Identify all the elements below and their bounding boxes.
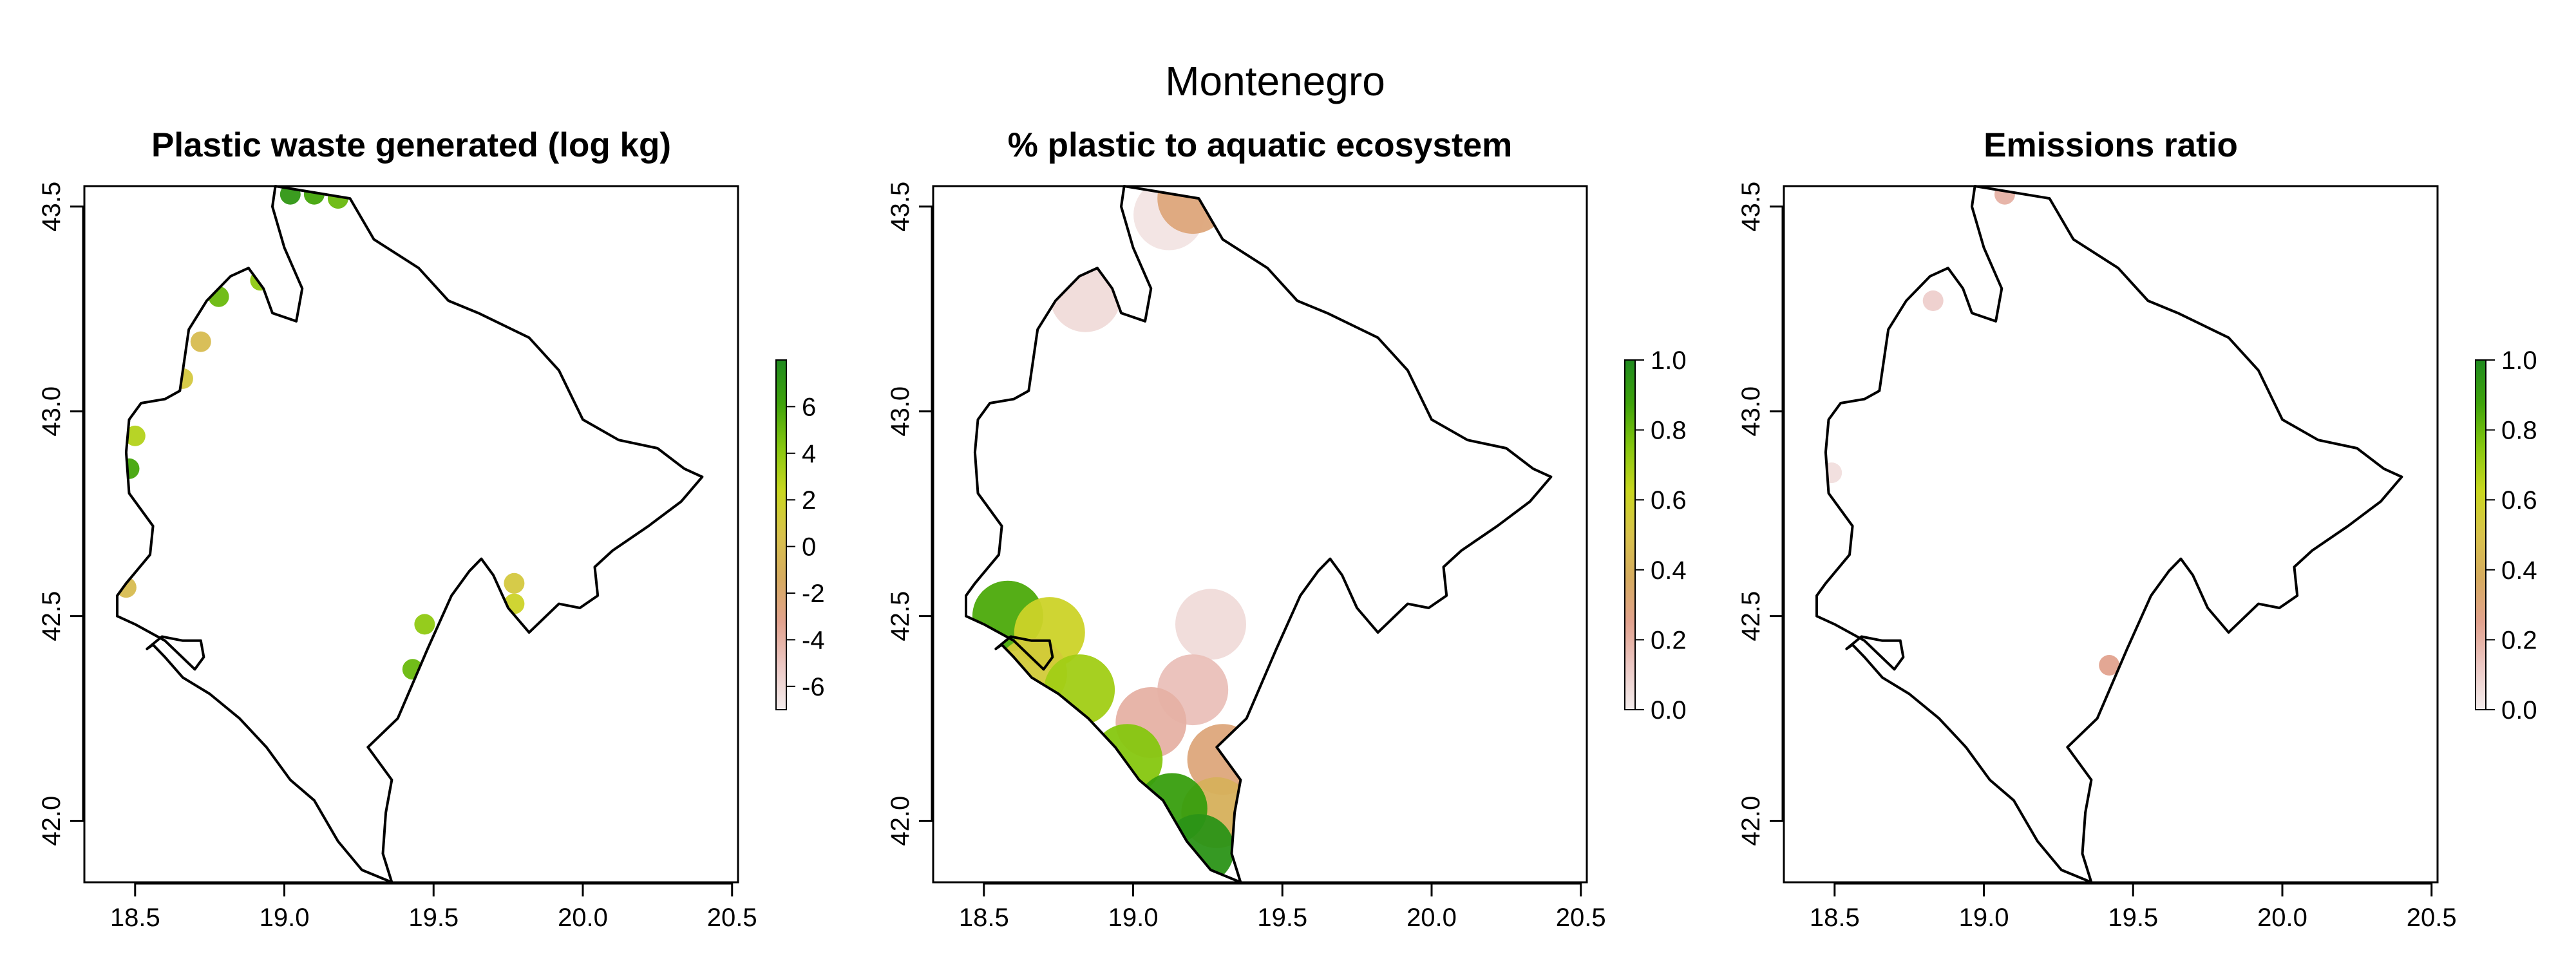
- raster-cell-9: [124, 425, 146, 446]
- raster-cell-11: [414, 614, 435, 635]
- y-tick-label: 42.0: [37, 796, 66, 846]
- plot-frame: [932, 185, 1588, 884]
- panel-title: Plastic waste generated (log kg): [151, 126, 671, 164]
- raster-cell-4: [1821, 462, 1842, 484]
- colorbar-tick-label: 0: [802, 533, 816, 562]
- panels: Plastic waste generated (log kg) 18.5 19.0…: [37, 126, 2537, 932]
- x-tick-label: 18.5: [110, 904, 160, 932]
- y-tick-label: 43.0: [886, 386, 914, 437]
- panel-title: Emissions ratio: [1984, 126, 2238, 164]
- raster-cells: [1821, 186, 2120, 676]
- colorbar-tick-label: 0.8: [1651, 417, 1687, 445]
- colorbar-tick-label: 0.2: [1651, 626, 1687, 654]
- colorbar-tick-label: 0.2: [2501, 626, 2537, 654]
- country-border: [965, 185, 1553, 884]
- colorbar-tick-label: 4: [802, 440, 816, 468]
- colorbar-tick-label: 0.4: [2501, 556, 2537, 585]
- colorbar-tick-label: 0.0: [2501, 696, 2537, 724]
- y-tick-label: 43.0: [1737, 386, 1765, 437]
- x-tick-label: 19.0: [1108, 904, 1159, 932]
- y-tick-label: 42.0: [1737, 796, 1765, 846]
- x-tick-label: 20.0: [1406, 904, 1457, 932]
- x-tick-label: 20.0: [558, 904, 608, 932]
- plot-frame: [1783, 185, 2439, 884]
- map-panel-2: % plastic to aquatic ecosystem 18.5 19.0 19…: [886, 126, 1687, 932]
- colorbar-tick-label: 0.8: [2501, 417, 2537, 445]
- colorbar-tick-label: 0.6: [1651, 486, 1687, 515]
- raster-cell-6: [190, 331, 211, 352]
- y-tick-label: 42.5: [1737, 591, 1765, 641]
- colorbar-tick-label: 0.6: [2501, 486, 2537, 515]
- colorbar-tick-label: 1.0: [2501, 346, 2537, 375]
- map-panel-1: Plastic waste generated (log kg) 18.5 19.0…: [37, 126, 825, 932]
- raster-cell-14: [504, 573, 525, 594]
- colorbar-ramp: [775, 359, 787, 710]
- x-tick-label: 19.5: [408, 904, 459, 932]
- colorbar-tick-label: 0.0: [1651, 696, 1687, 724]
- x-tick-label: 20.5: [2407, 904, 2457, 932]
- raster-cells: [972, 186, 1258, 882]
- x-tick-label: 19.0: [260, 904, 310, 932]
- x-tick-label: 18.5: [1810, 904, 1860, 932]
- colorbar-tick-label: -6: [802, 673, 825, 701]
- colorbar-tick-label: -2: [802, 580, 825, 608]
- y-tick-label: 42.0: [886, 796, 914, 846]
- colorbar-tick-label: 0.4: [1651, 556, 1687, 585]
- country-border: [1815, 185, 2403, 884]
- figure-title: Montenegro: [1165, 58, 1385, 104]
- colorbar-tick-label: -4: [802, 626, 825, 654]
- y-tick-label: 43.5: [886, 182, 914, 232]
- colorbar: 0.0 0.2 0.4 0.6 0.8 1.0: [2475, 346, 2537, 724]
- plot-frame: [83, 185, 739, 884]
- y-tick-label: 42.5: [37, 591, 66, 641]
- colorbar-tick-label: 6: [802, 393, 816, 421]
- x-tick-label: 19.5: [1257, 904, 1307, 932]
- x-tick-label: 19.0: [1959, 904, 2009, 932]
- map-panel-3: Emissions ratio 18.5 19.0 19.5 20.0 20.5 42.0 4…: [1737, 126, 2537, 932]
- raster-cells: [117, 186, 525, 680]
- colorbar-ramp: [1624, 359, 1636, 710]
- raster-cell-4: [1175, 589, 1246, 660]
- country-border: [116, 185, 704, 884]
- panel-title: % plastic to aquatic ecosystem: [1008, 126, 1513, 164]
- colorbar: -6 -4 -2 0 2 4 6: [775, 359, 825, 710]
- x-tick-label: 19.5: [2108, 904, 2158, 932]
- x-tick-label: 20.5: [1556, 904, 1606, 932]
- y-tick-label: 43.0: [37, 386, 66, 437]
- raster-cell-2: [1922, 290, 1944, 311]
- y-tick-label: 43.5: [37, 182, 66, 232]
- raster-cell-12: [1044, 654, 1115, 726]
- colorbar: 0.0 0.2 0.4 0.6 0.8 1.0: [1624, 346, 1687, 724]
- x-tick-label: 18.5: [959, 904, 1009, 932]
- x-tick-label: 20.0: [2257, 904, 2307, 932]
- colorbar-tick-label: 1.0: [1651, 346, 1687, 375]
- y-tick-label: 42.5: [886, 591, 914, 641]
- x-tick-label: 20.5: [707, 904, 757, 932]
- colorbar-tick-label: 2: [802, 486, 816, 515]
- colorbar-ramp: [2475, 359, 2486, 710]
- raster-cell-3: [2099, 655, 2120, 676]
- y-tick-label: 43.5: [1737, 182, 1765, 232]
